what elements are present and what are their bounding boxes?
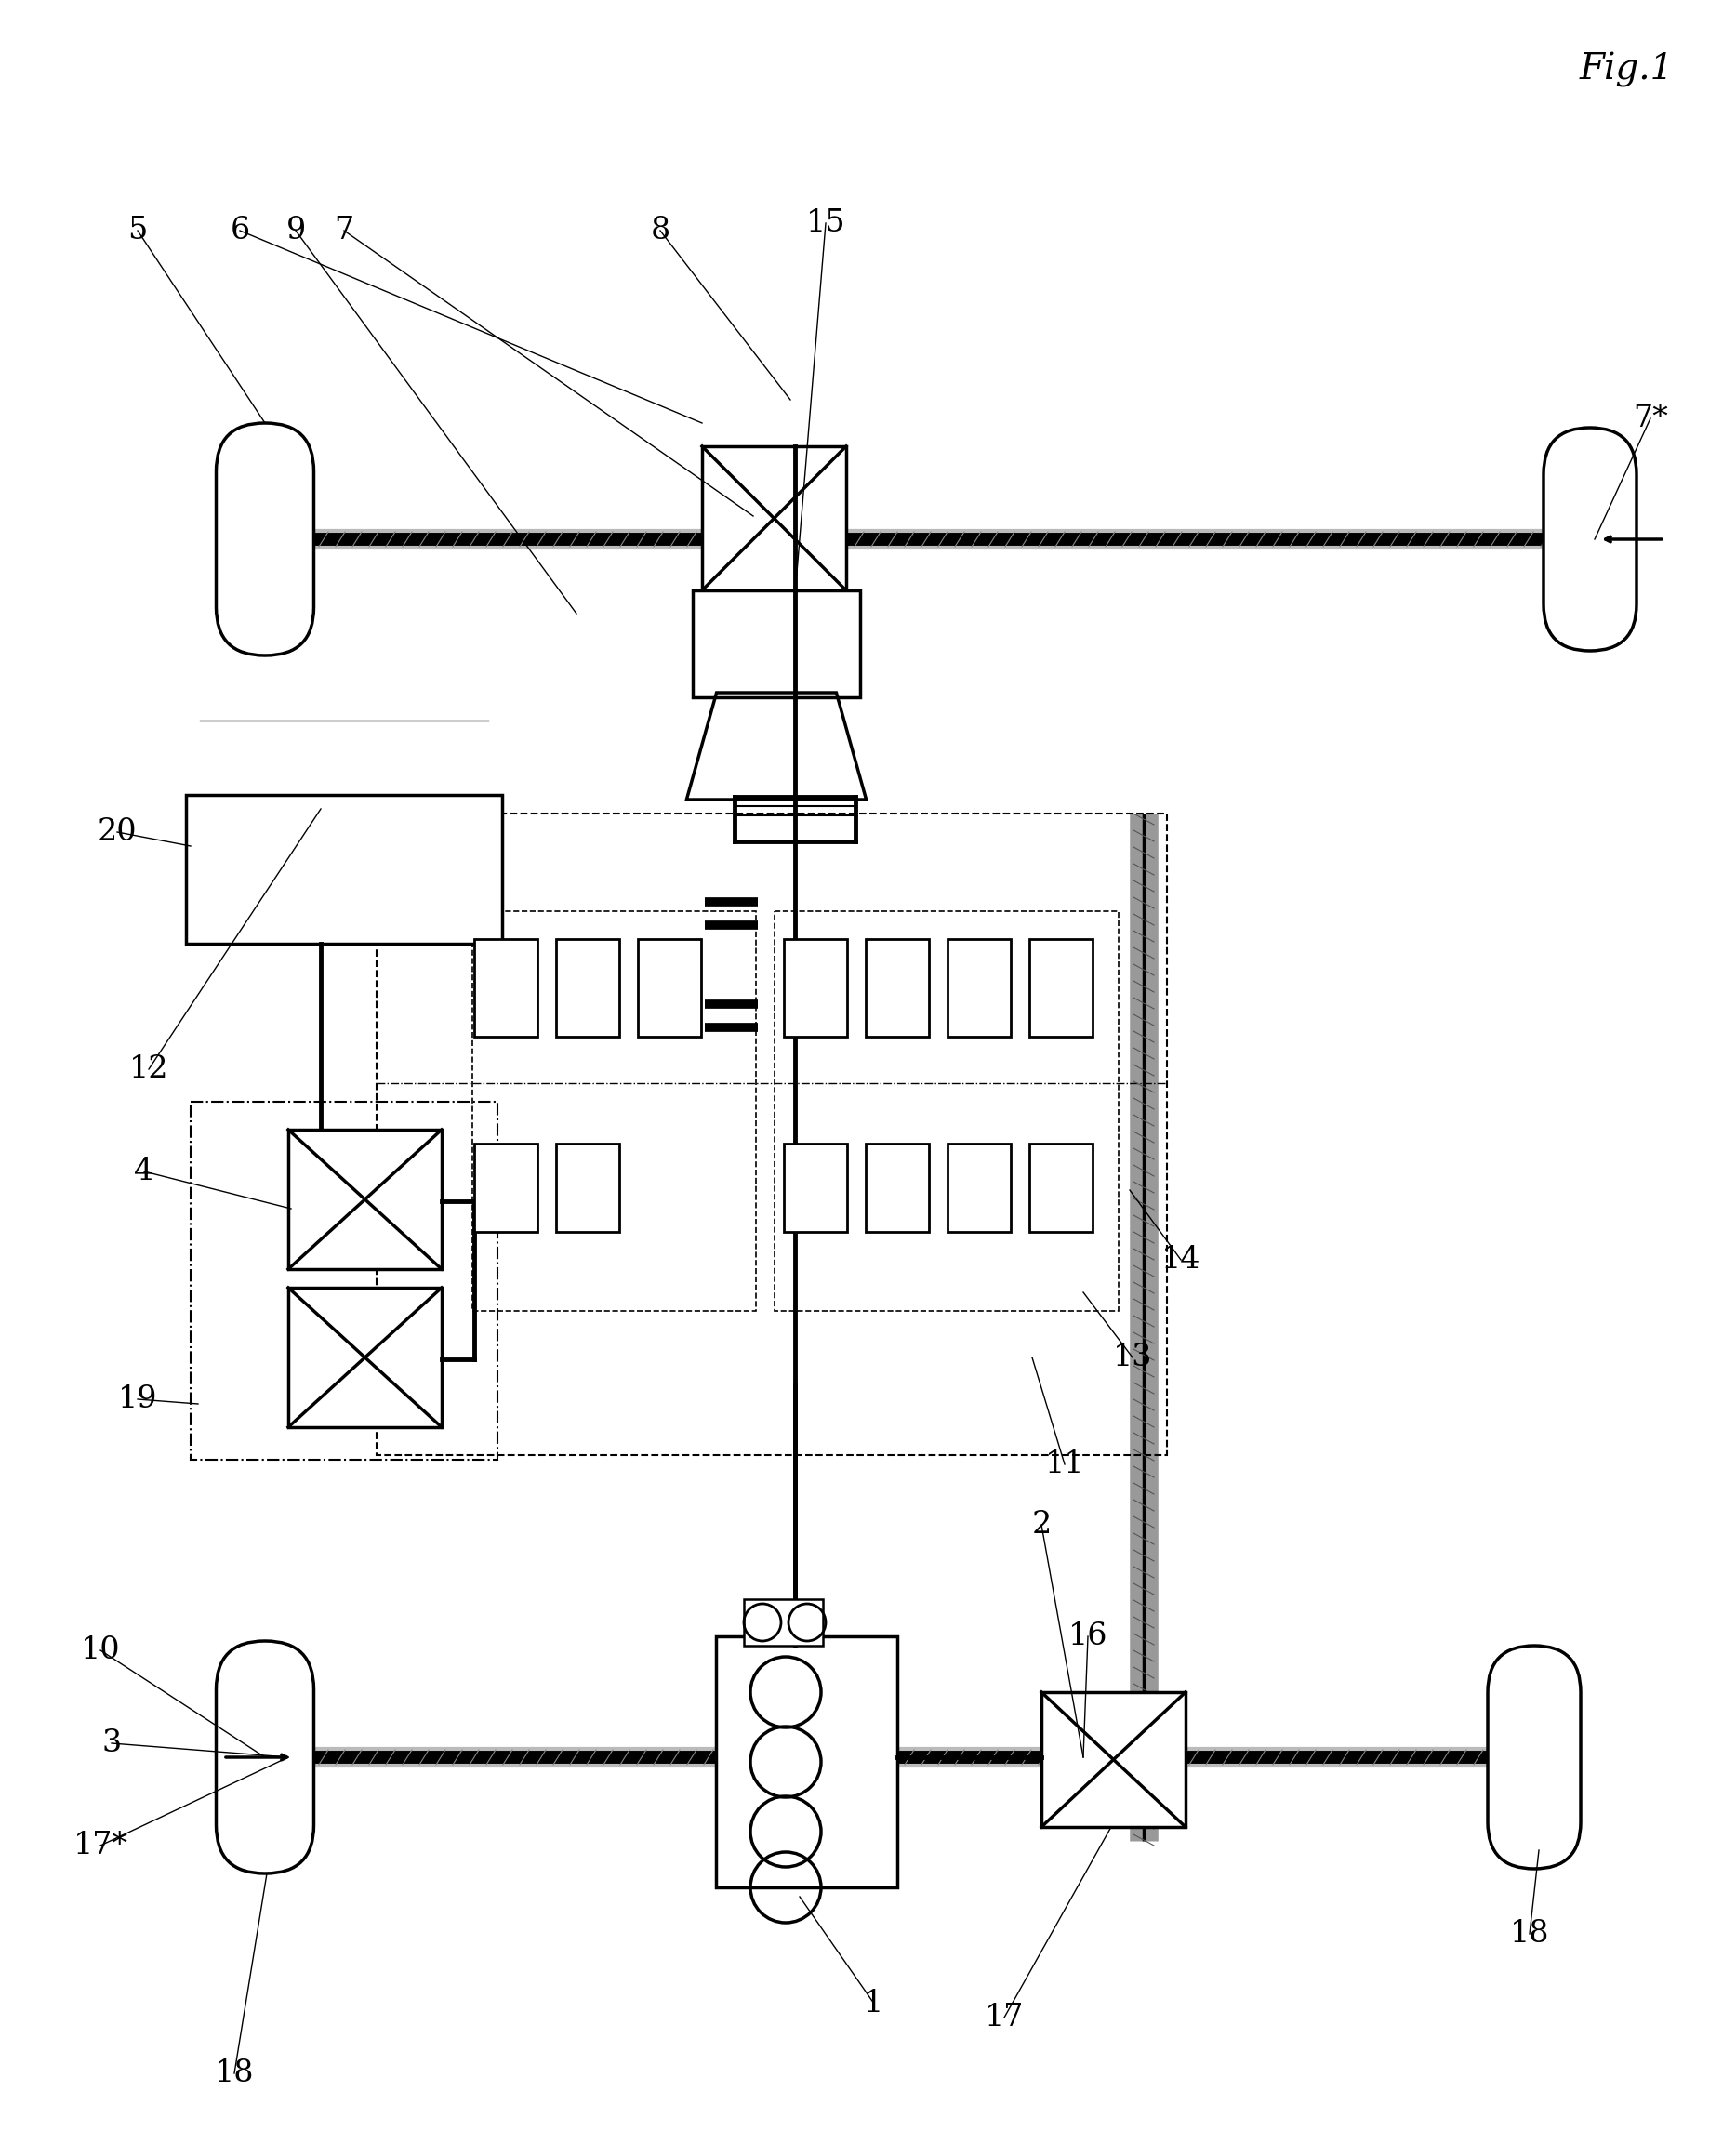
Text: 11: 11 — [1045, 1449, 1085, 1479]
Text: 6: 6 — [229, 217, 250, 244]
Text: 18: 18 — [215, 2058, 253, 2088]
Bar — [637, 939, 701, 1038]
Text: 1: 1 — [865, 1990, 884, 2018]
Bar — [948, 1143, 1010, 1233]
Text: 4: 4 — [134, 1156, 155, 1186]
Bar — [866, 1143, 929, 1233]
Bar — [472, 911, 755, 1310]
Bar — [1029, 1143, 1092, 1233]
FancyBboxPatch shape — [217, 422, 314, 656]
Bar — [288, 1289, 441, 1428]
Bar — [715, 1636, 898, 1887]
FancyBboxPatch shape — [217, 1640, 314, 1874]
Bar — [774, 911, 1118, 1310]
Bar — [556, 1143, 620, 1233]
Bar — [693, 590, 859, 697]
Bar — [186, 795, 502, 943]
Text: 13: 13 — [1113, 1342, 1153, 1372]
Text: 7: 7 — [335, 217, 354, 244]
Bar — [191, 1102, 498, 1460]
Text: 17*: 17* — [73, 1831, 128, 1861]
Text: 15: 15 — [806, 208, 845, 238]
Bar — [288, 1130, 441, 1269]
Bar — [556, 939, 620, 1038]
Text: 2: 2 — [1031, 1509, 1052, 1539]
Text: 9: 9 — [286, 217, 306, 244]
Bar — [785, 939, 847, 1038]
Bar — [785, 1143, 847, 1233]
Text: 10: 10 — [80, 1636, 120, 1666]
Bar — [1029, 939, 1092, 1038]
Text: 8: 8 — [651, 217, 670, 244]
Text: 3: 3 — [102, 1728, 122, 1758]
Bar — [948, 939, 1010, 1038]
Text: 7*: 7* — [1634, 403, 1668, 433]
Bar — [1042, 1692, 1186, 1827]
Text: 16: 16 — [1068, 1621, 1108, 1651]
Bar — [474, 939, 538, 1038]
Bar — [701, 446, 845, 590]
Text: 17: 17 — [984, 2002, 1024, 2033]
Text: Fig.1: Fig.1 — [1580, 51, 1674, 88]
Text: 12: 12 — [128, 1055, 168, 1085]
Text: 18: 18 — [1510, 1919, 1549, 1949]
Text: 5: 5 — [128, 217, 148, 244]
Bar — [377, 813, 1167, 1456]
Bar — [866, 939, 929, 1038]
Bar — [474, 1143, 538, 1233]
FancyBboxPatch shape — [1488, 1647, 1581, 1870]
Text: 14: 14 — [1161, 1246, 1201, 1276]
FancyBboxPatch shape — [1543, 427, 1637, 652]
Text: 19: 19 — [118, 1385, 158, 1415]
Bar — [743, 1599, 823, 1647]
Text: 20: 20 — [97, 817, 137, 847]
